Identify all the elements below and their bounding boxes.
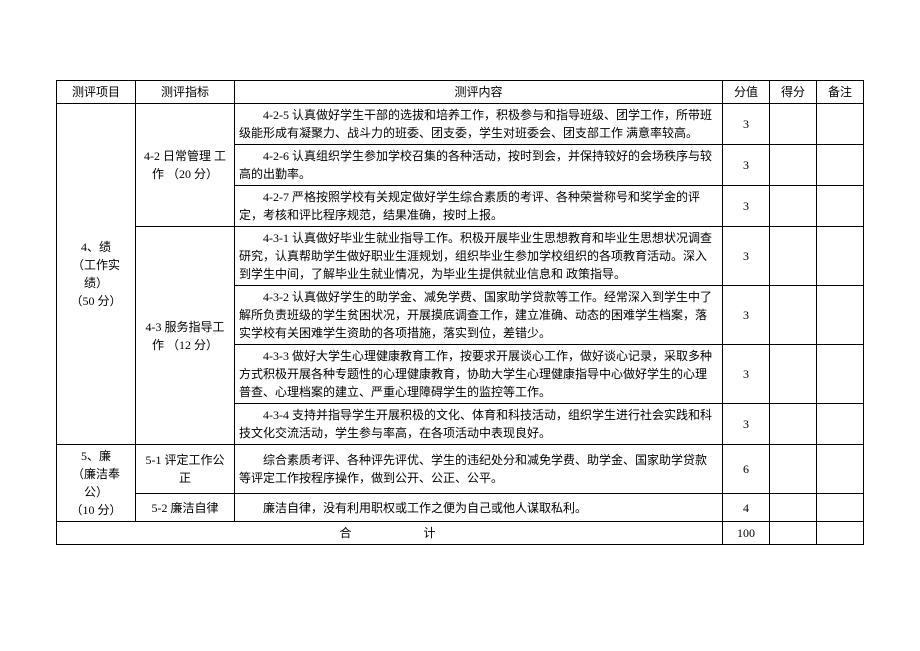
header-note: 备注 — [817, 81, 864, 104]
row-got — [770, 104, 817, 145]
row-got — [770, 286, 817, 345]
header-content: 测评内容 — [235, 81, 723, 104]
row-content: 4-3-4 支持并指导学生开展积极的文化、体育和科技活动，组织学生进行社会实践和… — [235, 404, 723, 445]
header-got: 得分 — [770, 81, 817, 104]
row-score: 3 — [723, 345, 770, 404]
row-score: 6 — [723, 445, 770, 494]
total-score: 100 — [723, 522, 770, 545]
row-score: 3 — [723, 404, 770, 445]
row-note — [817, 104, 864, 145]
row-note — [817, 404, 864, 445]
row-score: 3 — [723, 227, 770, 286]
row-score: 3 — [723, 286, 770, 345]
section4-indicator43: 4-3 服务指导工 作 （12 分） — [136, 227, 235, 445]
table-row: 4、绩 （工作实绩） （50 分） 4-2 日常管理 工 作 （20 分） 4-… — [57, 104, 864, 145]
header-indicator: 测评指标 — [136, 81, 235, 104]
total-note — [817, 522, 864, 545]
evaluation-table: 测评项目 测评指标 测评内容 分值 得分 备注 4、绩 （工作实绩） （50 分… — [56, 80, 864, 545]
row-content: 4-3-2 认真做好学生的助学金、减免学费、国家助学贷款等工作。经常深入到学生中… — [235, 286, 723, 345]
row-got — [770, 345, 817, 404]
total-label: 合计 — [57, 522, 723, 545]
table-row: 5-2 廉洁自律 廉洁自律，没有利用职权或工作之便为自己或他人谋取私利。 4 — [57, 494, 864, 522]
row-got — [770, 227, 817, 286]
row-content: 4-2-7 严格按照学校有关规定做好学生综合素质的考评、各种荣誉称号和奖学金的评… — [235, 186, 723, 227]
header-item: 测评项目 — [57, 81, 136, 104]
row-score: 3 — [723, 104, 770, 145]
row-score: 3 — [723, 186, 770, 227]
row-note — [817, 345, 864, 404]
table-row: 5、廉 （廉洁奉公） （10 分） 5-1 评定工作公 正 综合素质考评、各种评… — [57, 445, 864, 494]
row-note — [817, 494, 864, 522]
row-got — [770, 145, 817, 186]
total-row: 合计 100 — [57, 522, 864, 545]
row-note — [817, 145, 864, 186]
section5-title: 5、廉 （廉洁奉公） （10 分） — [57, 445, 136, 522]
section4-title: 4、绩 （工作实绩） （50 分） — [57, 104, 136, 445]
row-content: 综合素质考评、各种评先评优、学生的违纪处分和减免学费、助学金、国家助学贷款等评定… — [235, 445, 723, 494]
row-score: 3 — [723, 145, 770, 186]
row-content: 廉洁自律，没有利用职权或工作之便为自己或他人谋取私利。 — [235, 494, 723, 522]
section4-indicator42: 4-2 日常管理 工 作 （20 分） — [136, 104, 235, 227]
table-row: 4-3 服务指导工 作 （12 分） 4-3-1 认真做好毕业生就业指导工作。积… — [57, 227, 864, 286]
section5-indicator: 5-2 廉洁自律 — [136, 494, 235, 522]
row-note — [817, 186, 864, 227]
row-got — [770, 494, 817, 522]
row-content: 4-3-3 做好大学生心理健康教育工作，按要求开展谈心工作，做好谈心记录，采取多… — [235, 345, 723, 404]
table-header-row: 测评项目 测评指标 测评内容 分值 得分 备注 — [57, 81, 864, 104]
row-note — [817, 445, 864, 494]
row-content: 4-3-1 认真做好毕业生就业指导工作。积极开展毕业生思想教育和毕业生思想状况调… — [235, 227, 723, 286]
row-content: 4-2-6 认真组织学生参加学校召集的各种活动，按时到会，并保持较好的会场秩序与… — [235, 145, 723, 186]
header-score: 分值 — [723, 81, 770, 104]
section5-indicator: 5-1 评定工作公 正 — [136, 445, 235, 494]
row-note — [817, 227, 864, 286]
row-score: 4 — [723, 494, 770, 522]
row-got — [770, 404, 817, 445]
row-got — [770, 445, 817, 494]
row-content: 4-2-5 认真做好学生干部的选拔和培养工作，积极参与和指导班级、团学工作，所带… — [235, 104, 723, 145]
total-got — [770, 522, 817, 545]
row-note — [817, 286, 864, 345]
row-got — [770, 186, 817, 227]
